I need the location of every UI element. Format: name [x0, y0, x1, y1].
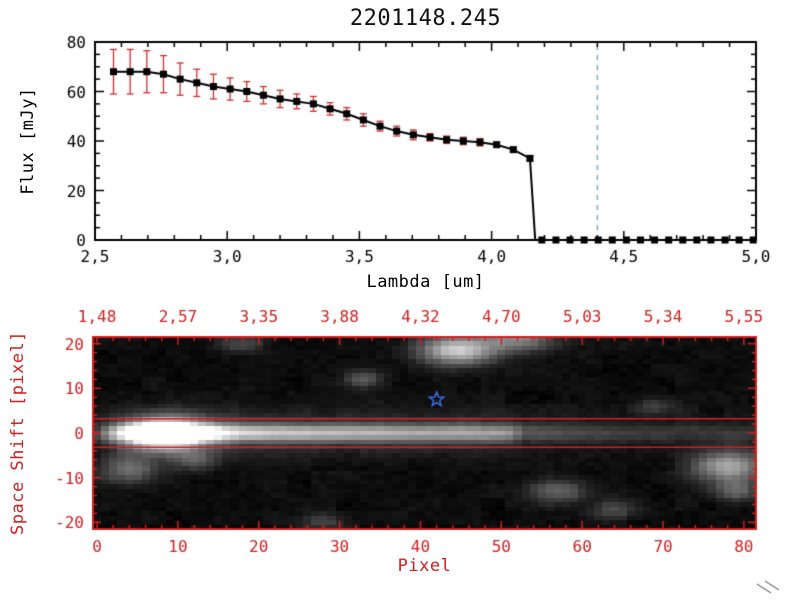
lambda-axis-label: Lambda [um] — [366, 272, 485, 292]
plot-title: 2201148.245 — [349, 6, 502, 31]
space-shift-axis-label: Space Shift [pixel] — [8, 331, 28, 535]
flux-axis-label: Flux [mJy] — [18, 87, 38, 195]
pixel-axis-label: Pixel — [397, 556, 452, 576]
